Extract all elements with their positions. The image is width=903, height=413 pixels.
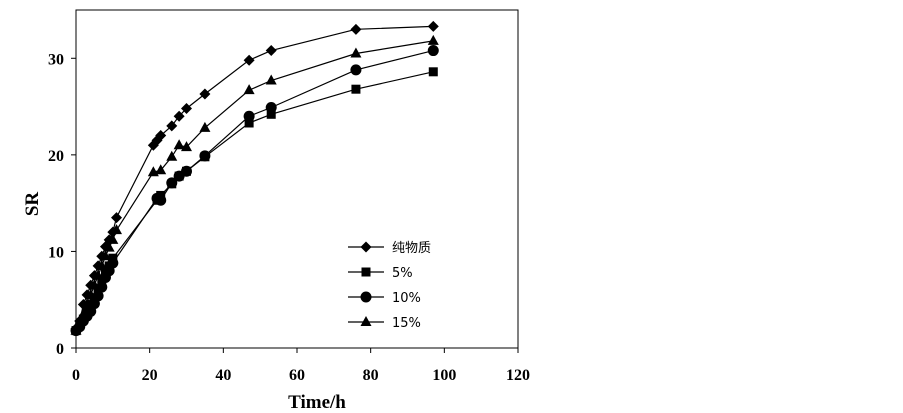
y-tick-label: 10 xyxy=(48,244,64,261)
legend-entry: 10% xyxy=(348,291,421,306)
legend-label: 纯物质 xyxy=(392,241,431,256)
data-point xyxy=(428,67,438,77)
data-point xyxy=(427,45,439,57)
series-line xyxy=(75,71,434,331)
data-point xyxy=(199,150,211,162)
data-point xyxy=(111,224,123,235)
data-point xyxy=(243,110,255,122)
data-point xyxy=(166,150,178,161)
x-tick-label: 100 xyxy=(432,367,456,384)
legend-label: 15% xyxy=(392,316,421,331)
series-3 xyxy=(70,34,439,335)
data-point xyxy=(199,121,211,132)
legend-marker xyxy=(361,267,371,277)
x-tick-label: 40 xyxy=(215,367,231,384)
axes: 0 20 40 60 80 100 120 0 10 20 30 Time/h SR xyxy=(22,9,530,413)
legend: 纯物质 5% 10% 15% xyxy=(348,241,431,331)
data-point xyxy=(155,130,167,142)
y-tick-label: 30 xyxy=(48,51,64,68)
legend-marker xyxy=(360,316,372,326)
y-tick-label: 20 xyxy=(48,148,64,165)
y-tick-label: 0 xyxy=(56,341,64,358)
data-point xyxy=(243,54,255,66)
data-point xyxy=(96,281,108,293)
data-point xyxy=(96,259,108,270)
legend-marker xyxy=(360,291,372,303)
data-point xyxy=(351,84,361,94)
x-tick-label: 80 xyxy=(363,367,379,384)
data-point xyxy=(107,233,119,244)
data-point xyxy=(427,34,439,45)
series-1 xyxy=(71,67,438,336)
legend-entry: 15% xyxy=(348,316,421,331)
series-line xyxy=(75,25,434,329)
data-point xyxy=(244,118,254,128)
data-point xyxy=(427,20,439,32)
x-tick-label: 60 xyxy=(289,367,305,384)
data-point xyxy=(103,241,115,252)
data-point xyxy=(155,164,167,175)
data-point xyxy=(111,212,123,224)
x-tick-label: 20 xyxy=(142,367,158,384)
series-line xyxy=(75,40,434,331)
data-point xyxy=(166,177,178,189)
plot-area xyxy=(70,20,439,337)
data-point xyxy=(181,103,192,115)
data-point xyxy=(155,194,167,206)
data-point xyxy=(265,74,277,85)
data-point xyxy=(181,165,192,177)
data-point xyxy=(92,269,104,280)
legend-entry: 纯物质 xyxy=(348,241,431,256)
data-point xyxy=(266,109,276,119)
legend-label: 5% xyxy=(392,266,413,281)
data-point xyxy=(265,102,277,114)
data-point xyxy=(350,64,362,76)
y-axis-title: SR xyxy=(22,192,43,217)
data-point xyxy=(166,120,178,132)
series-0 xyxy=(70,20,439,335)
data-point xyxy=(81,298,93,309)
data-point xyxy=(107,257,119,269)
data-point xyxy=(243,84,255,95)
legend-label: 10% xyxy=(392,291,421,306)
data-point xyxy=(99,250,111,261)
x-tick-label: 120 xyxy=(506,367,530,384)
data-point xyxy=(173,110,185,122)
data-point xyxy=(173,139,185,150)
legend-marker xyxy=(360,241,372,253)
legend-entry: 5% xyxy=(348,266,413,281)
data-point xyxy=(181,141,192,152)
x-axis-title: Time/h xyxy=(288,392,346,413)
data-point xyxy=(88,279,100,290)
data-point xyxy=(265,45,277,57)
plot-frame xyxy=(75,9,519,349)
data-point xyxy=(74,317,86,328)
series-2 xyxy=(70,45,439,337)
data-point xyxy=(350,23,362,35)
data-point xyxy=(77,308,89,319)
data-point xyxy=(199,88,211,100)
data-point xyxy=(350,47,362,58)
data-point xyxy=(85,288,97,299)
x-tick-label: 0 xyxy=(72,367,80,384)
